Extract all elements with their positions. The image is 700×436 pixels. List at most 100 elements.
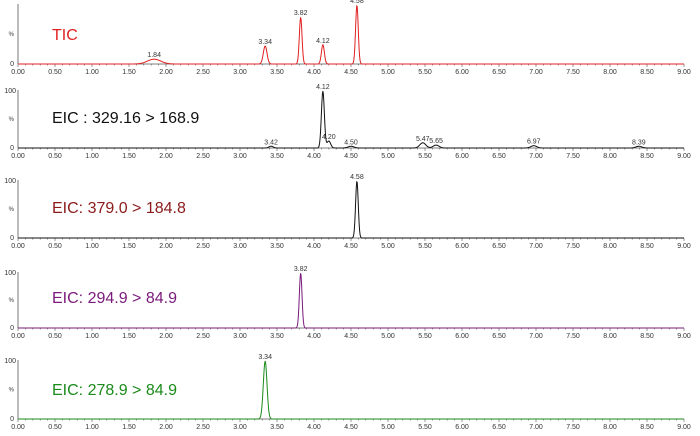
y-tick-label-min: 0 [10,235,14,242]
x-tick-label: 8.00 [603,153,617,160]
x-tick-label: 8.50 [640,153,654,160]
x-tick-label: 1.00 [85,69,99,76]
x-tick-label: 3.50 [270,69,284,76]
x-tick-label: 7.50 [566,243,580,250]
x-tick-label: 6.50 [492,153,506,160]
x-tick-label: 3.50 [270,243,284,250]
x-tick-label: 1.50 [122,243,136,250]
y-tick-label-min: 0 [10,416,14,423]
x-tick-label: 8.00 [603,424,617,431]
chromatogram-trace [18,273,684,329]
peak-label: 4.50 [344,139,358,146]
x-tick-label: 3.50 [270,153,284,160]
x-tick-label: 6.00 [455,333,469,340]
x-tick-label: 1.00 [85,153,99,160]
x-tick-label: 4.50 [344,333,358,340]
x-tick-label: 2.00 [159,243,173,250]
chromatogram-panel-1: 0.00 0.50 1.00 1.50 2.00 2.50 3.00 3.50 4.00 4.50… [9,0,691,76]
x-tick-label: 8.50 [640,333,654,340]
x-tick-label: 0.00 [11,333,25,340]
panel-title: EIC: 294.9 > 84.9 [52,290,177,307]
x-tick-label: 5.00 [381,243,395,250]
x-tick-label: 2.00 [159,153,173,160]
peak-label: 1.84 [147,52,161,59]
x-tick-label: 1.50 [122,424,136,431]
peak-label: 6.97 [527,139,541,146]
x-tick-label: 1.00 [85,333,99,340]
y-tick-label-max: 100 [4,178,16,185]
panel-title: EIC: 278.9 > 84.9 [52,382,177,399]
x-tick-label: 9.00 [677,424,691,431]
x-tick-label: 2.00 [159,333,173,340]
x-tick-label: 4.50 [344,424,358,431]
panel-title: EIC : 329.16 > 168.9 [52,110,199,127]
x-tick-label: 0.50 [48,333,62,340]
x-tick-label: 0.50 [48,424,62,431]
x-tick-label: 2.50 [196,333,210,340]
x-tick-label: 5.50 [418,69,432,76]
x-tick-label: 6.00 [455,424,469,431]
peak-label: 4.58 [350,174,364,181]
y-axis-unit: % [9,207,15,213]
x-tick-label: 7.00 [529,333,543,340]
x-tick-label: 3.00 [233,243,247,250]
peak-label: 3.82 [294,266,308,273]
x-tick-label: 0.50 [48,153,62,160]
x-tick-label: 0.00 [11,69,25,76]
y-tick-label-max: 100 [4,358,16,365]
x-tick-label: 2.50 [196,243,210,250]
x-tick-label: 7.50 [566,424,580,431]
x-tick-label: 0.00 [11,153,25,160]
x-tick-label: 5.00 [381,153,395,160]
x-tick-label: 5.50 [418,424,432,431]
x-tick-label: 5.00 [381,333,395,340]
peak-label: 4.12 [316,38,330,45]
x-tick-label: 3.50 [270,424,284,431]
chromatogram-trace [18,91,684,149]
y-tick-label-max: 100 [4,270,16,277]
chromatogram-trace [18,4,684,65]
x-tick-label: 1.50 [122,333,136,340]
x-tick-label: 7.50 [566,153,580,160]
peak-label: 3.82 [294,10,308,17]
x-tick-label: 4.00 [307,424,321,431]
x-tick-label: 8.00 [603,69,617,76]
y-axis-unit: % [9,117,15,123]
x-tick-label: 3.00 [233,333,247,340]
x-tick-label: 3.00 [233,153,247,160]
y-tick-label-min: 0 [10,61,14,68]
x-tick-label: 5.50 [418,243,432,250]
x-tick-label: 9.00 [677,153,691,160]
x-tick-label: 4.00 [307,69,321,76]
x-tick-label: 4.50 [344,69,358,76]
x-tick-label: 7.00 [529,69,543,76]
x-tick-label: 4.50 [344,243,358,250]
peak-label: 3.42 [264,139,278,146]
x-tick-label: 1.00 [85,424,99,431]
peak-label: 5.65 [429,138,443,145]
x-tick-label: 9.00 [677,333,691,340]
y-tick-label-max: 100 [4,88,16,95]
x-tick-label: 7.50 [566,333,580,340]
x-tick-label: 8.50 [640,424,654,431]
x-tick-label: 6.50 [492,424,506,431]
y-axis-unit: % [9,32,15,38]
x-tick-label: 5.00 [381,69,395,76]
chromatogram-panel-2: 0.00 0.50 1.00 1.50 2.00 2.50 3.00 3.50 4.00 4.50… [4,84,691,160]
x-tick-label: 6.50 [492,243,506,250]
chromatogram-panel-3: 0.00 0.50 1.00 1.50 2.00 2.50 3.00 3.50 4.00 4.50… [4,174,691,250]
peak-label: 3.34 [258,354,272,361]
x-tick-label: 0.50 [48,69,62,76]
panel-title: TIC [52,27,78,44]
x-tick-label: 8.00 [603,333,617,340]
x-tick-label: 0.00 [11,424,25,431]
y-axis-unit: % [9,298,15,304]
peak-label: 8.39 [632,139,646,146]
chromatogram-trace [18,360,684,420]
peak-label: 5.47 [416,136,430,143]
y-axis-unit: % [9,388,15,394]
x-tick-label: 9.00 [677,69,691,76]
x-tick-label: 1.50 [122,69,136,76]
x-tick-label: 7.00 [529,153,543,160]
